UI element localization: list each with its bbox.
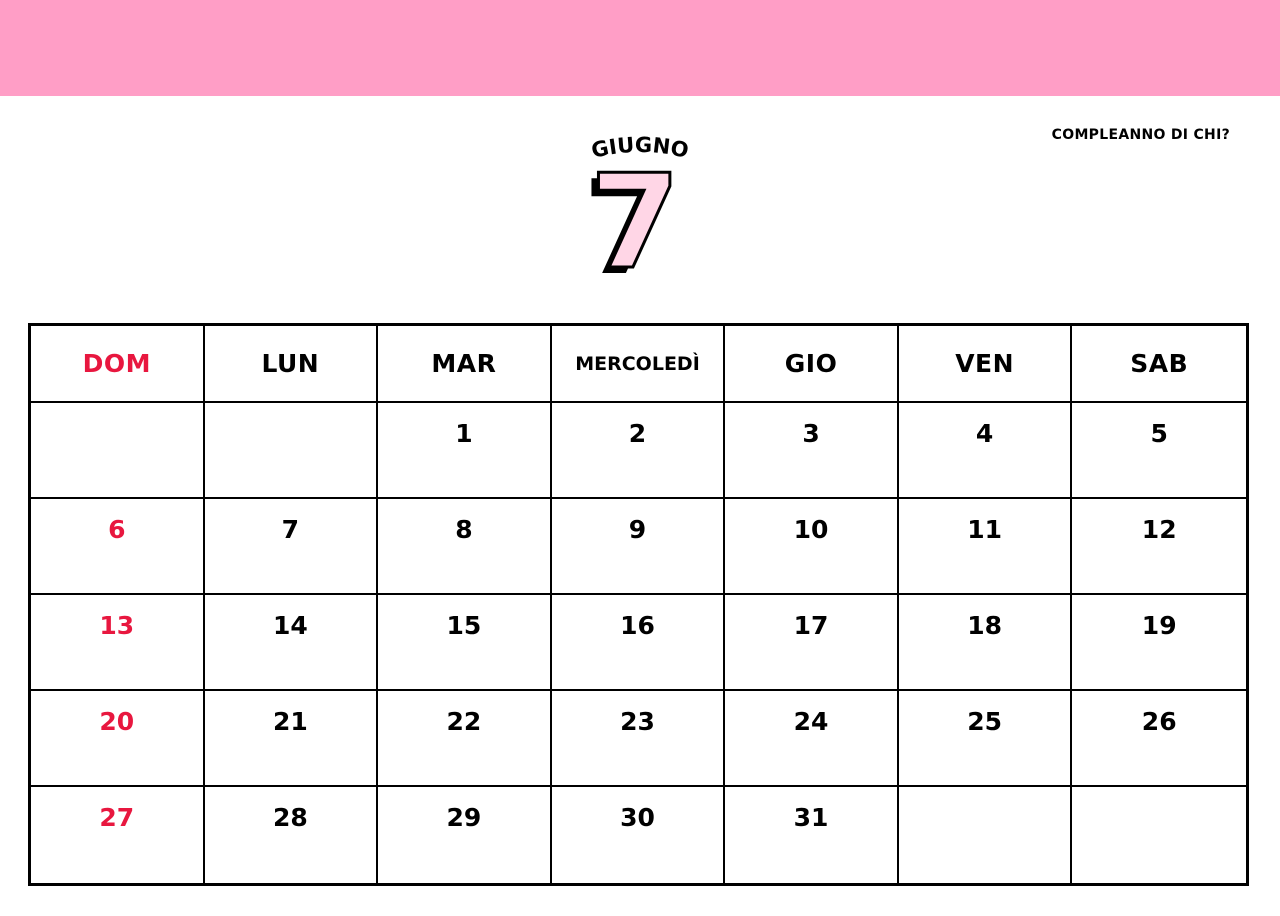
day-cell[interactable]: 19 (1072, 595, 1246, 691)
day-cell[interactable]: 17 (725, 595, 899, 691)
weekday-header: DOM (31, 326, 205, 403)
day-cell[interactable]: 8 (378, 499, 552, 595)
weekday-header: LUN (204, 326, 379, 403)
day-cell[interactable]: 31 (725, 787, 899, 883)
day-cell[interactable]: 10 (725, 499, 899, 595)
day-cell[interactable]: 29 (378, 787, 552, 883)
day-cell[interactable] (1072, 787, 1246, 883)
day-cell[interactable] (31, 403, 205, 499)
day-cell[interactable]: 28 (205, 787, 379, 883)
weekday-header: VEN (898, 326, 1073, 403)
day-cell[interactable]: 25 (898, 691, 1073, 787)
weekday-header: MAR (378, 326, 552, 403)
day-cell[interactable]: 23 (551, 691, 726, 787)
day-cell[interactable]: 13 (31, 595, 205, 691)
weekday-header: MERCOLEDÌ (551, 326, 726, 403)
day-cell[interactable]: 30 (552, 787, 726, 883)
day-cell[interactable]: 20 (31, 691, 205, 787)
day-cell[interactable]: 16 (551, 595, 726, 691)
day-cell[interactable]: 4 (898, 403, 1073, 499)
day-cell[interactable]: 6 (31, 499, 205, 595)
day-cell[interactable] (204, 403, 379, 499)
top-banner (0, 0, 1280, 96)
day-cell[interactable]: 3 (725, 403, 899, 499)
month-title: GIUGNO (589, 133, 691, 163)
day-number-graphic: 7 (588, 146, 681, 298)
calendar-grid: DOM LUN MAR MERCOLEDÌ GIO VEN SAB 1 2 3 4 5 6 7 8 9 10 11… (28, 323, 1249, 886)
day-cell[interactable]: 14 (204, 595, 379, 691)
day-cell[interactable]: 24 (725, 691, 899, 787)
day-cell[interactable]: 2 (551, 403, 726, 499)
day-cell[interactable]: 1 (378, 403, 552, 499)
day-cell[interactable]: 12 (1072, 499, 1246, 595)
day-cell[interactable]: 21 (204, 691, 379, 787)
weekday-header: GIO (725, 326, 899, 403)
day-cell[interactable]: 22 (378, 691, 552, 787)
day-cell[interactable]: 5 (1072, 403, 1246, 499)
day-cell[interactable]: 27 (31, 787, 205, 883)
day-cell[interactable]: 9 (551, 499, 726, 595)
day-cell[interactable]: 26 (1072, 691, 1246, 787)
birthday-note: COMPLEANNO DI CHI? (1051, 127, 1230, 143)
day-cell[interactable]: 15 (378, 595, 552, 691)
weekday-header: SAB (1072, 326, 1246, 403)
day-cell[interactable]: 7 (204, 499, 379, 595)
day-cell[interactable]: 11 (898, 499, 1073, 595)
day-cell[interactable] (899, 787, 1073, 883)
day-cell[interactable]: 18 (898, 595, 1073, 691)
